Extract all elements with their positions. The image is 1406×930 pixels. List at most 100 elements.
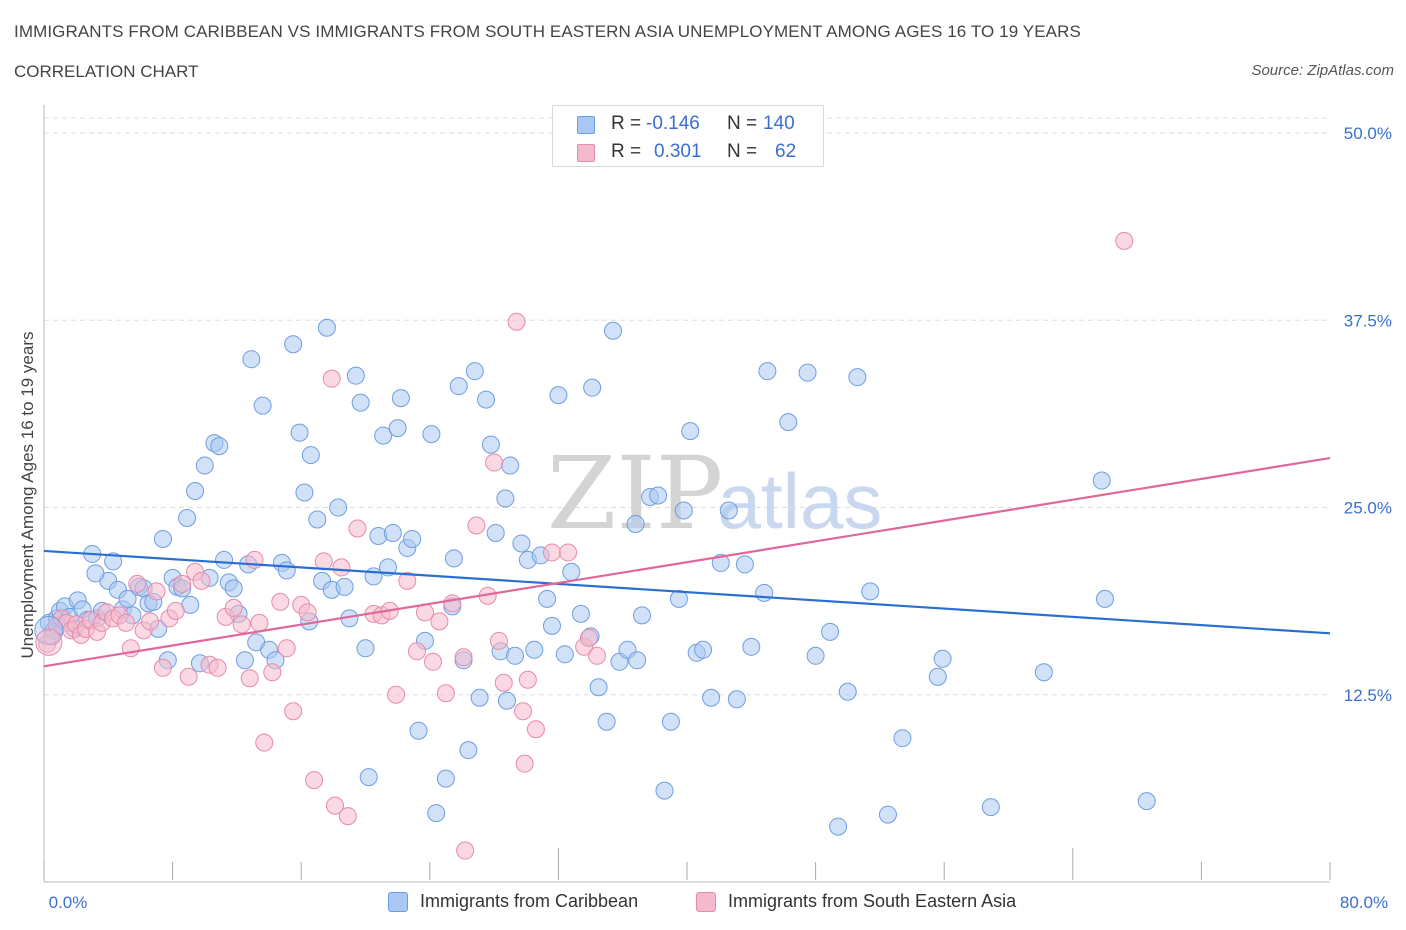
chart-subtitle: CORRELATION CHART	[14, 62, 199, 81]
x-tick-label: 0.0%	[49, 893, 88, 912]
point-se-asia	[443, 594, 462, 613]
point-caribbean	[470, 688, 489, 707]
point-caribbean	[501, 456, 520, 475]
point-caribbean	[848, 368, 867, 387]
point-caribbean	[409, 721, 428, 740]
point-se-asia	[489, 631, 508, 650]
point-caribbean	[1034, 663, 1053, 682]
legend-swatch-caribbean	[577, 116, 595, 134]
point-se-asia	[250, 613, 269, 632]
point-caribbean	[369, 526, 388, 545]
point-caribbean	[104, 552, 123, 571]
point-caribbean	[383, 523, 402, 542]
point-se-asia	[430, 612, 449, 631]
point-se-asia	[398, 571, 417, 590]
point-caribbean	[512, 534, 531, 553]
point-caribbean	[422, 425, 441, 444]
y-tick-label: 25.0%	[1344, 499, 1392, 518]
point-se-asia	[514, 702, 533, 721]
point-caribbean	[356, 639, 375, 658]
point-se-asia	[141, 612, 160, 631]
point-se-asia	[507, 312, 526, 331]
point-se-asia	[526, 720, 545, 739]
trend-lines	[43, 456, 1331, 668]
point-caribbean	[284, 335, 303, 354]
point-se-asia	[116, 613, 135, 632]
point-caribbean	[626, 514, 645, 533]
axes	[43, 105, 1331, 883]
point-se-asia	[263, 663, 282, 682]
point-se-asia	[298, 603, 317, 622]
point-caribbean	[694, 640, 713, 659]
point-caribbean	[359, 768, 378, 787]
point-caribbean	[583, 378, 602, 397]
point-se-asia	[542, 543, 561, 562]
point-se-asia	[467, 516, 486, 535]
point-caribbean	[329, 498, 348, 517]
point-se-asia	[271, 592, 290, 611]
point-caribbean	[210, 437, 229, 456]
point-caribbean	[669, 589, 688, 608]
watermark-atlas: atlas	[718, 457, 883, 545]
point-caribbean	[34, 615, 64, 645]
point-caribbean	[632, 606, 651, 625]
point-caribbean	[735, 555, 754, 574]
point-se-asia	[587, 646, 606, 665]
point-caribbean	[403, 529, 422, 548]
legend-r-label: R =	[611, 141, 642, 162]
point-caribbean	[427, 804, 446, 823]
point-caribbean	[449, 377, 468, 396]
point-se-asia	[179, 667, 198, 686]
point-caribbean	[290, 423, 309, 442]
point-caribbean	[604, 321, 623, 340]
point-se-asia	[456, 841, 475, 860]
point-caribbean	[505, 646, 524, 665]
point-se-asia	[348, 519, 367, 538]
point-caribbean	[681, 422, 700, 441]
point-se-asia	[277, 639, 296, 658]
legend-n-value: 62	[775, 141, 797, 162]
point-caribbean	[295, 483, 314, 502]
point-caribbean	[555, 645, 574, 664]
y-tick-label: 12.5%	[1344, 686, 1392, 705]
point-caribbean	[589, 678, 608, 697]
point-caribbean	[661, 712, 680, 731]
bottom-legend-swatch-caribbean	[388, 892, 408, 912]
trend-line-caribbean	[43, 549, 1331, 635]
legend-r-value: 0.301	[654, 141, 702, 162]
bottom-legend-swatch-se-asia	[696, 892, 716, 912]
point-caribbean	[118, 589, 137, 608]
point-se-asia	[515, 754, 534, 773]
point-caribbean	[215, 550, 234, 569]
point-caribbean	[374, 426, 393, 445]
point-caribbean	[481, 435, 500, 454]
point-se-asia	[224, 598, 243, 617]
legend-n-label: N =	[727, 141, 758, 162]
y-tick-label: 50.0%	[1344, 124, 1392, 143]
point-caribbean	[538, 589, 557, 608]
point-caribbean	[178, 508, 197, 527]
point-caribbean	[806, 646, 825, 665]
point-caribbean	[981, 798, 1000, 817]
point-caribbean	[727, 690, 746, 709]
point-caribbean	[346, 366, 365, 385]
point-caribbean	[486, 523, 505, 542]
point-caribbean	[253, 396, 272, 415]
point-se-asia	[255, 733, 274, 752]
point-caribbean	[186, 482, 205, 501]
trend-line-se-asia	[43, 456, 1331, 668]
point-se-asia	[338, 807, 357, 826]
y-tick-label: 37.5%	[1344, 311, 1392, 330]
point-se-asia	[424, 652, 443, 671]
point-caribbean	[1137, 792, 1156, 811]
point-caribbean	[242, 350, 261, 369]
data-points	[34, 231, 1156, 860]
point-caribbean	[308, 510, 327, 529]
point-se-asia	[128, 574, 147, 593]
point-caribbean	[549, 386, 568, 405]
point-se-asia	[153, 658, 172, 677]
legend-n-label: N =	[727, 113, 758, 134]
point-caribbean	[821, 622, 840, 641]
point-caribbean	[497, 691, 516, 710]
point-caribbean	[477, 390, 496, 409]
